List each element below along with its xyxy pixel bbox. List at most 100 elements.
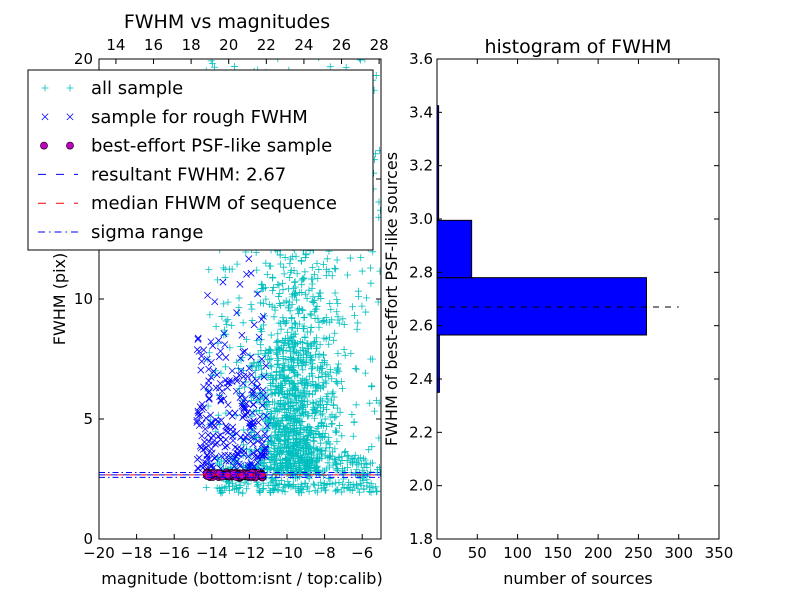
legend-box [27,69,374,251]
rough-fwhm-point [208,449,216,457]
all-sample-point [243,485,251,493]
all-sample-point [276,446,284,454]
all-sample-point [315,430,323,438]
all-sample-point [279,355,287,363]
all-sample-point [308,370,316,378]
all-sample-point [341,351,349,359]
all-sample-point [276,449,284,457]
top-x-tick-label: 18 [182,36,201,54]
all-sample-point [308,280,316,288]
rough-fwhm-point [194,335,202,343]
all-sample-point [369,459,377,467]
all-sample-point [332,413,340,421]
all-sample-point [325,340,333,348]
rough-fwhm-point [200,383,208,391]
rough-fwhm-point [254,454,262,462]
all-sample-point [333,461,341,469]
all-sample-point [253,482,261,490]
all-sample-point [274,280,282,288]
rough-fwhm-point [209,342,217,350]
x-tick-label: −6 [351,544,373,562]
all-sample-point [271,428,279,436]
rough-fwhm-point [193,417,201,425]
histogram-bar [436,277,647,336]
rough-fwhm-point [263,434,271,442]
x-tick-label: −14 [196,544,228,562]
all-sample-point [366,468,374,476]
rough-fwhm-point [198,357,206,365]
rough-fwhm-point [237,433,245,441]
all-sample-point [294,371,302,379]
rough-fwhm-point [211,298,219,306]
rough-fwhm-point [228,367,236,375]
rough-fwhm-point [222,457,230,465]
all-sample-point [313,302,321,310]
all-sample-point [299,433,307,441]
all-sample-point [228,321,236,329]
legend-entry: all sample [41,78,183,99]
all-sample-point [312,398,320,406]
all-sample-point [341,447,349,455]
all-sample-point [318,434,326,442]
all-sample-point [329,388,337,396]
all-sample-point [291,385,299,393]
all-sample-point [272,482,280,490]
all-sample-point [262,284,270,292]
all-sample-point [367,264,375,272]
all-sample-point [280,317,288,325]
all-sample-point [286,472,294,480]
histogram-y-axis-label: FWHM of best-effort PSF-like sources [382,152,401,446]
all-sample-point [309,437,317,445]
all-sample-point [335,479,343,487]
all-sample-point [233,485,241,493]
all-sample-point [362,308,370,316]
all-sample-point [292,330,300,338]
all-sample-point [268,302,276,310]
all-sample-point [274,361,282,369]
all-sample-point [375,213,381,221]
all-sample-point [338,488,346,496]
all-sample-point [303,441,311,449]
all-sample-point [326,299,334,307]
all-sample-point [334,313,342,321]
all-sample-point [228,265,236,273]
all-sample-point [304,379,312,387]
all-sample-point [257,280,265,288]
all-sample-point [331,329,339,337]
all-sample-point [322,439,330,447]
all-sample-point [286,347,294,355]
all-sample-point [360,485,368,493]
all-sample-point [301,479,309,487]
psf-sample-point [204,472,213,481]
all-sample-point [287,268,295,276]
all-sample-point [310,451,318,459]
all-sample-point [271,460,279,468]
all-sample-point [356,59,364,63]
rough-fwhm-point [197,352,205,360]
rough-fwhm-point [207,419,215,427]
all-sample-point [323,361,331,369]
all-sample-point [287,483,295,491]
all-sample-point [320,379,328,387]
rough-fwhm-point [205,388,213,395]
all-sample-point [277,260,285,268]
all-sample-point [287,440,295,448]
rough-fwhm-point [193,346,201,354]
all-sample-point [351,364,359,372]
all-sample-point [255,487,263,495]
all-sample-point [282,413,290,421]
all-sample-point [361,369,369,377]
all-sample-point [254,359,262,367]
rough-fwhm-point [231,443,239,451]
rough-fwhm-point [236,462,244,470]
all-sample-point [322,393,330,401]
all-sample-point [237,342,245,350]
all-sample-point [240,426,248,434]
all-sample-point [320,260,328,268]
all-sample-point [372,72,380,80]
all-sample-point [267,488,275,496]
top-x-tick-label: 16 [144,36,163,54]
all-sample-point [297,257,305,265]
all-sample-point [271,445,279,453]
hist-x-tick-label: 50 [468,544,487,562]
